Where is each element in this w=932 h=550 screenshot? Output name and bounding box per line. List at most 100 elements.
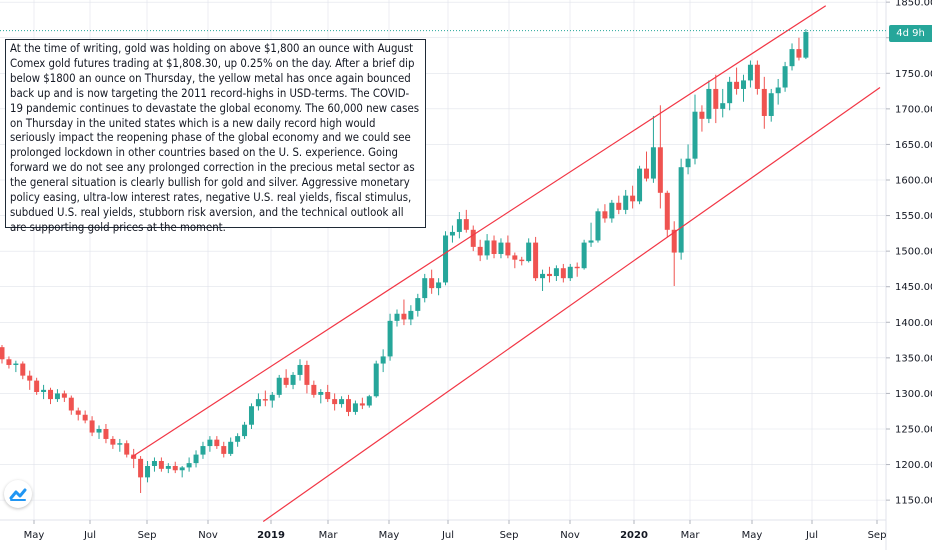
candle-body xyxy=(775,87,781,94)
candle xyxy=(269,391,275,408)
candle xyxy=(6,356,12,369)
candles-layer xyxy=(0,29,809,494)
time-axis-label: May xyxy=(379,530,400,541)
tradingview-logo-icon[interactable] xyxy=(4,480,32,508)
candle xyxy=(415,293,421,317)
trend-channel[interactable] xyxy=(130,5,881,522)
candle xyxy=(477,239,483,262)
channel-lower-line[interactable] xyxy=(262,87,881,522)
candle-body xyxy=(34,380,40,392)
candle xyxy=(61,390,67,402)
candle xyxy=(803,29,809,60)
candle xyxy=(747,60,753,88)
candle-body xyxy=(533,242,539,279)
candle-body xyxy=(366,396,372,406)
time-axis-label: Jul xyxy=(441,530,454,541)
candle xyxy=(255,393,261,411)
candle xyxy=(436,278,442,296)
candle-body xyxy=(262,399,268,401)
candle xyxy=(235,433,241,447)
candle xyxy=(346,394,351,417)
time-axis[interactable]: May Jul Sep Nov 2019 Mar May Jul Sep Nov 2020 Mar Ma… xyxy=(24,520,887,541)
price-axis-label: 1300.000 xyxy=(895,389,932,400)
candle xyxy=(290,372,296,390)
candle xyxy=(214,436,220,449)
candle xyxy=(602,204,608,223)
candle xyxy=(124,440,130,458)
candle-body xyxy=(623,195,629,210)
candle xyxy=(491,235,497,259)
candle-body xyxy=(789,49,795,67)
candle xyxy=(283,369,289,388)
candle-body xyxy=(734,81,740,89)
candle xyxy=(581,239,587,270)
candle-body xyxy=(498,242,504,254)
candle xyxy=(650,115,656,183)
candle-body xyxy=(519,259,525,262)
candle-body xyxy=(54,393,60,400)
candle xyxy=(297,359,303,381)
candle xyxy=(103,424,109,444)
candle xyxy=(526,238,532,263)
candle xyxy=(713,74,719,124)
candle xyxy=(643,151,649,182)
candle-body xyxy=(380,356,386,364)
candle xyxy=(540,269,546,291)
candle xyxy=(27,370,33,390)
candle xyxy=(68,395,74,415)
candle xyxy=(768,88,774,122)
candle-body xyxy=(276,377,282,395)
time-axis-label: Sep xyxy=(138,530,157,541)
candle xyxy=(359,397,365,410)
price-axis[interactable]: 1150.000 1200.000 1250.000 1300.000 1350.000… xyxy=(886,0,932,507)
candle-body xyxy=(13,363,19,365)
candle-body xyxy=(318,391,324,395)
candle-body xyxy=(595,211,601,241)
candle xyxy=(782,61,788,92)
price-axis-label: 1750.000 xyxy=(895,69,932,80)
time-axis-label: 2019 xyxy=(257,530,285,541)
candle xyxy=(775,78,781,105)
candle xyxy=(741,74,747,102)
candle xyxy=(13,360,19,373)
candle-body xyxy=(290,374,296,385)
candle-body xyxy=(228,441,234,454)
candle-body xyxy=(373,363,379,397)
candle xyxy=(186,457,192,472)
analysis-text-box[interactable]: At the time of writing, gold was holding… xyxy=(5,39,426,234)
candle xyxy=(373,360,379,398)
candle-body xyxy=(754,64,760,89)
candle-body xyxy=(96,428,102,433)
candle-body xyxy=(415,298,421,311)
candle-body xyxy=(616,202,622,210)
candle-body xyxy=(27,375,33,381)
candle xyxy=(138,456,144,494)
candle xyxy=(193,450,199,468)
channel-upper-line[interactable] xyxy=(130,5,827,458)
candle xyxy=(512,252,518,269)
candle xyxy=(456,212,462,239)
candle-body xyxy=(470,229,476,247)
candle xyxy=(179,465,185,478)
candle-body xyxy=(699,111,705,119)
candle xyxy=(158,457,164,472)
last-price-countdown-badge: 4d 9h xyxy=(889,25,932,42)
candle xyxy=(387,313,393,361)
candle-body xyxy=(553,268,559,277)
candle xyxy=(200,441,206,459)
price-axis-label: 1150.000 xyxy=(895,496,932,507)
candle-body xyxy=(463,219,469,230)
candle xyxy=(678,158,684,260)
time-axis-label: Mar xyxy=(681,530,701,541)
candle-body xyxy=(214,439,220,447)
candle-body xyxy=(20,363,26,376)
candle xyxy=(366,394,372,408)
candle-body xyxy=(588,240,594,243)
candle-body xyxy=(436,282,442,289)
candle xyxy=(657,105,663,209)
candle-body xyxy=(456,219,462,232)
candle-body xyxy=(422,278,428,299)
candle-body xyxy=(747,64,753,81)
candle-body xyxy=(782,66,788,88)
candle-body xyxy=(484,240,490,256)
